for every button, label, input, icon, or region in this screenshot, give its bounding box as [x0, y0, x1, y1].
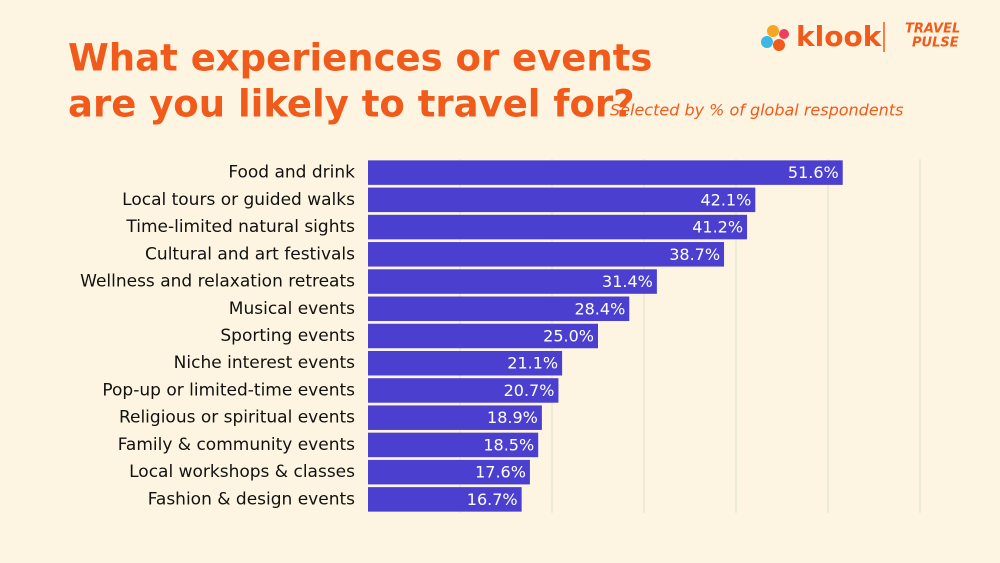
bar	[368, 487, 522, 512]
category-label: Wellness and relaxation retreats	[80, 272, 355, 292]
category-label: Local workshops & classes	[129, 462, 355, 482]
category-label: Time-limited natural sights	[125, 217, 355, 237]
plot: Food and drink 51.6% Local tours or guided…	[80, 159, 921, 513]
subtitle: Selected by % of global respondents	[610, 101, 903, 120]
bar	[368, 242, 725, 267]
value-label: 51.6%	[788, 163, 839, 182]
category-label: Local tours or guided walks	[122, 190, 355, 210]
bar	[368, 323, 598, 349]
value-label: 18.5%	[483, 435, 534, 454]
category-label: Family & community events	[118, 435, 355, 455]
brand: klook	[796, 20, 883, 53]
value-label: 20.7%	[504, 381, 555, 400]
category-label: Pop-up or limited-time events	[102, 380, 355, 400]
partner: PULSE	[912, 36, 959, 51]
value-label: 38.7%	[669, 245, 720, 264]
chart-title: are you likely to travel for?	[68, 83, 635, 126]
value-label: 25.0%	[543, 327, 594, 346]
bar	[368, 269, 657, 294]
logo-dot	[773, 39, 785, 51]
value-label: 17.6%	[475, 463, 526, 482]
logo-dot	[767, 25, 779, 37]
value-label: 21.1%	[507, 354, 558, 373]
bar	[368, 459, 530, 485]
category-label: Food and drink	[228, 163, 355, 183]
value-label: 31.4%	[602, 272, 653, 291]
value-label: 28.4%	[574, 299, 625, 318]
logo-dot	[779, 29, 789, 39]
bar	[368, 296, 630, 322]
category-label: Cultural and art festivals	[145, 244, 355, 264]
partner: TRAVEL	[905, 22, 960, 37]
bar	[368, 350, 563, 376]
value-label: 16.7%	[467, 490, 518, 509]
bar	[368, 378, 559, 403]
bar	[368, 160, 843, 185]
category-label: Sporting events	[220, 326, 355, 346]
category-label: Musical events	[229, 299, 355, 319]
bar	[368, 187, 756, 213]
category-label: Fashion & design events	[148, 489, 355, 509]
bar	[368, 214, 748, 240]
bar	[368, 432, 539, 458]
category-label: Niche interest events	[174, 353, 355, 373]
logo: klook TRAVEL PULSE	[761, 20, 960, 53]
category-label: Religious or spiritual events	[119, 408, 355, 428]
value-label: 41.2%	[692, 218, 743, 237]
value-label: 18.9%	[487, 408, 538, 427]
logo-dot	[761, 36, 773, 48]
chart-title: What experiences or events	[68, 37, 652, 80]
bar	[368, 405, 542, 430]
value-label: 42.1%	[700, 190, 751, 209]
